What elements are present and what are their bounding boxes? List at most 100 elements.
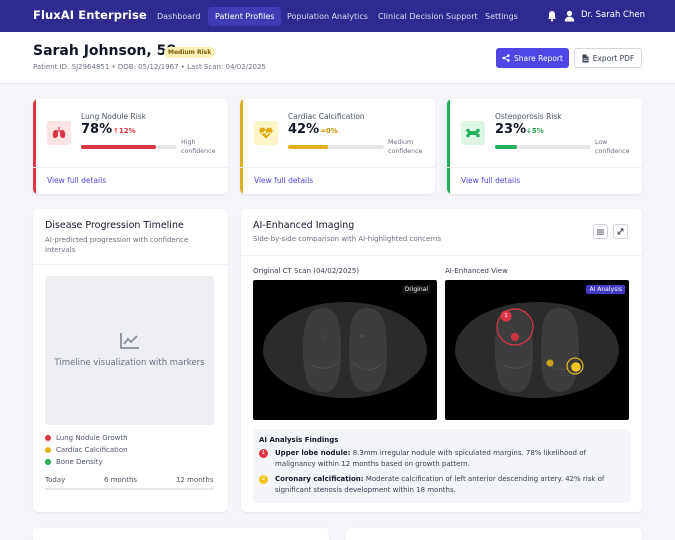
risk-card-lung: Lung Nodule Risk 78% ↑12% High confidenc… bbox=[33, 99, 228, 194]
bone-icon-box bbox=[461, 121, 485, 145]
timeline-visualization[interactable]: Timeline visualization with markers bbox=[45, 276, 214, 425]
nav-patient-profiles[interactable]: Patient Profiles bbox=[208, 7, 282, 26]
finding-text: Upper lobe nodule: 8.3mm irregular nodul… bbox=[275, 448, 620, 470]
risk-title: Lung Nodule Risk bbox=[81, 112, 147, 121]
risk-confidence: High confidence bbox=[181, 139, 216, 155]
timeline-panel: Disease Progression Timeline AI-predicte… bbox=[33, 209, 228, 512]
bell-icon[interactable] bbox=[547, 10, 557, 22]
heart-icon-box bbox=[254, 121, 278, 145]
finding-text: Coronary calcification: Moderate calcifi… bbox=[275, 474, 620, 496]
lungs-icon bbox=[52, 127, 66, 139]
nodule-marker-number[interactable]: 1 bbox=[504, 313, 508, 319]
enhanced-scan-label: AI-Enhanced View bbox=[445, 267, 508, 275]
finding-heading: Upper lobe nodule: bbox=[275, 449, 351, 457]
original-scan-label: Original CT Scan (04/02/2025) bbox=[253, 267, 360, 275]
finding-body: Moderate calcification of left anterior … bbox=[275, 475, 605, 494]
findings-title: AI Analysis Findings bbox=[259, 436, 339, 444]
card-divider bbox=[240, 167, 435, 168]
share-report-label: Share Report bbox=[514, 53, 563, 63]
legend-dot bbox=[45, 435, 51, 441]
patient-meta: Patient ID: SJ2964851 • DOB: 05/12/1967 … bbox=[33, 63, 266, 71]
bone-icon bbox=[466, 128, 480, 138]
finding-heading: Coronary calcification: bbox=[275, 475, 364, 483]
timeline-track[interactable] bbox=[45, 488, 214, 490]
tick-today: Today bbox=[45, 476, 66, 484]
risk-value: 78% bbox=[81, 122, 113, 137]
risk-change: ↓5% bbox=[526, 127, 544, 135]
lungs-icon-box bbox=[47, 121, 71, 145]
nav-settings[interactable]: Settings bbox=[485, 12, 518, 21]
card-divider bbox=[447, 167, 642, 168]
share-icon bbox=[502, 54, 510, 62]
tick-12-months: 12 months bbox=[176, 476, 214, 484]
view-details-link[interactable]: View full details bbox=[47, 176, 107, 185]
risk-bar-fill bbox=[495, 145, 518, 149]
user-icon[interactable] bbox=[564, 10, 575, 22]
view-details-link[interactable]: View full details bbox=[461, 176, 521, 185]
nav-dashboard[interactable]: Dashboard bbox=[157, 12, 201, 21]
timeline-placeholder: Timeline visualization with markers bbox=[54, 358, 205, 368]
risk-badge: Medium Risk bbox=[164, 47, 216, 58]
risk-bar bbox=[495, 145, 591, 149]
file-pdf-icon bbox=[582, 54, 589, 62]
view-details-link[interactable]: View full details bbox=[254, 176, 314, 185]
nav-clinical-decision-support[interactable]: Clinical Decision Support bbox=[378, 12, 478, 21]
legend-dot bbox=[45, 447, 51, 453]
brand-logo[interactable]: FluxAI Enterprise bbox=[33, 8, 147, 22]
patient-header: Sarah Johnson, 58 Medium Risk Patient ID… bbox=[0, 32, 675, 84]
export-pdf-button[interactable]: Export PDF bbox=[574, 48, 642, 68]
ai-analysis-tag: AI Analysis bbox=[586, 285, 625, 294]
risk-bar-fill bbox=[288, 145, 329, 149]
legend-bone: Bone Density bbox=[45, 458, 103, 466]
risk-confidence: Low confidence bbox=[595, 139, 630, 155]
risk-confidence: Medium confidence bbox=[388, 139, 423, 155]
imaging-panel: AI-Enhanced Imaging Side-by-side compari… bbox=[241, 209, 642, 512]
legend-label: Lung Nodule Growth bbox=[56, 434, 128, 442]
expand-button[interactable] bbox=[613, 224, 628, 239]
imaging-subtitle: Side-by-side comparison with AI-highligh… bbox=[253, 235, 442, 243]
ct-scan-image bbox=[263, 302, 427, 398]
legend-label: Cardiac Calcification bbox=[56, 446, 128, 454]
risk-title: Cardiac Calcification bbox=[288, 112, 365, 121]
legend-lung: Lung Nodule Growth bbox=[45, 434, 128, 442]
card-accent-stripe bbox=[447, 99, 450, 194]
original-ct-scan[interactable]: Original bbox=[253, 280, 437, 420]
panel-divider bbox=[33, 264, 228, 265]
adjust-button[interactable] bbox=[593, 224, 608, 239]
patient-name: Sarah Johnson, 58 bbox=[33, 43, 177, 59]
original-tag: Original bbox=[401, 285, 431, 294]
share-report-button[interactable]: Share Report bbox=[496, 48, 569, 68]
risk-bar bbox=[81, 145, 177, 149]
risk-value: 42% bbox=[288, 122, 320, 137]
bottom-card-left bbox=[33, 528, 329, 540]
timeline-title: Disease Progression Timeline bbox=[45, 220, 184, 231]
card-divider bbox=[33, 167, 228, 168]
risk-change: =0% bbox=[320, 127, 338, 135]
risk-bar bbox=[288, 145, 384, 149]
card-accent-stripe bbox=[240, 99, 243, 194]
expand-icon bbox=[617, 228, 624, 235]
ai-findings: AI Analysis Findings 1 Upper lobe nodule… bbox=[253, 429, 630, 503]
risk-value: 23% bbox=[495, 122, 527, 137]
sliders-icon bbox=[597, 229, 604, 235]
line-chart-icon bbox=[120, 333, 139, 349]
finding-number: 1 bbox=[259, 449, 268, 458]
enhanced-ct-scan[interactable]: 1 AI Analysis bbox=[445, 280, 629, 420]
risk-card-osteoporosis: Osteoporosis Risk 23% ↓5% Low confidence… bbox=[447, 99, 642, 194]
risk-title: Osteoporosis Risk bbox=[495, 112, 562, 121]
enhanced-scan-image bbox=[455, 302, 619, 398]
imaging-title: AI-Enhanced Imaging bbox=[253, 220, 355, 231]
nav-population-analytics[interactable]: Population Analytics bbox=[287, 12, 368, 21]
risk-bar-fill bbox=[81, 145, 156, 149]
finding-body: 8.3mm irregular nodule with spiculated m… bbox=[275, 449, 586, 468]
card-accent-stripe bbox=[33, 99, 36, 194]
heart-pulse-icon bbox=[259, 127, 273, 139]
timeline-subtitle: AI-predicted progression with confidence… bbox=[45, 236, 189, 254]
panel-divider bbox=[241, 255, 642, 256]
legend-label: Bone Density bbox=[56, 458, 103, 466]
legend-cardiac: Cardiac Calcification bbox=[45, 446, 128, 454]
risk-change: ↑12% bbox=[113, 127, 136, 135]
tick-6-months: 6 months bbox=[104, 476, 138, 484]
bottom-card-right bbox=[346, 528, 642, 540]
user-name[interactable]: Dr. Sarah Chen bbox=[581, 10, 645, 20]
